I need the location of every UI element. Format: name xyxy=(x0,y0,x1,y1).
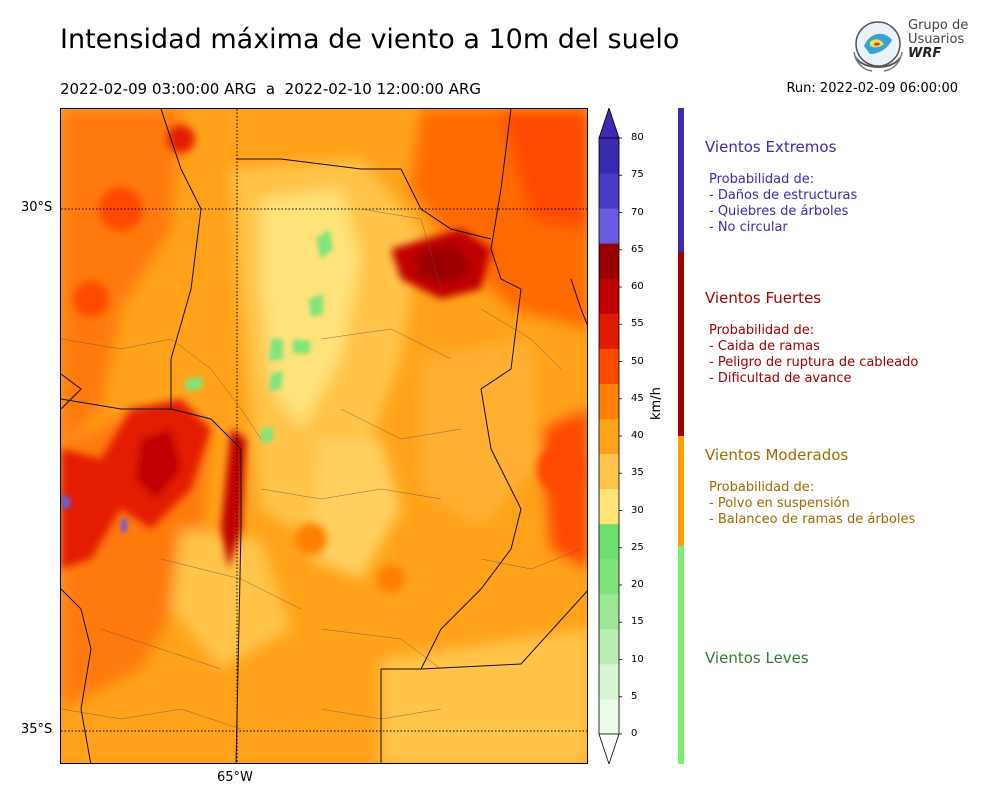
category-title: Vientos Fuertes xyxy=(705,289,822,307)
colorbar-segment xyxy=(599,558,619,595)
colorbar-segment xyxy=(599,278,619,314)
category-color-bar xyxy=(678,108,684,252)
colorbar-scale xyxy=(598,106,622,766)
lat-label-35s: 35°S xyxy=(21,722,53,737)
category-title: Vientos Moderados xyxy=(705,446,849,464)
colorbar-segment xyxy=(599,663,619,700)
category-color-bar xyxy=(678,436,684,546)
colorbar-tick-label: 30 xyxy=(631,504,644,516)
category-description-line: - Dificultad de avance xyxy=(709,371,852,386)
colorbar-overflow-arrow xyxy=(598,106,620,139)
colorbar-tick-label: 20 xyxy=(631,579,644,590)
colorbar-tick-label: 40 xyxy=(631,430,644,441)
wind-map xyxy=(60,108,588,764)
logo-line-3: WRF xyxy=(908,46,942,61)
colorbar-segment xyxy=(599,383,619,419)
colorbar-segment xyxy=(599,488,619,525)
category-description-line: - Daños de estructuras xyxy=(709,188,858,203)
lon-label-65w: 65°W xyxy=(217,770,253,785)
forecast-period: 2022-02-09 03:00:00 ARG a 2022-02-10 12:… xyxy=(60,80,482,98)
category-title: Vientos Leves xyxy=(705,649,809,667)
colorbar-unit: km/h xyxy=(649,387,664,420)
colorbar-segment xyxy=(599,348,619,384)
category-description-line: - Balanceo de ramas de árboles xyxy=(709,512,916,527)
colorbar-tick-label: 35 xyxy=(631,467,644,479)
category-description-line: Probabilidad de: xyxy=(709,323,815,338)
colorbar-tick-label: 60 xyxy=(631,281,644,292)
colorbar-tick-label: 80 xyxy=(631,132,644,143)
wind-field xyxy=(61,109,587,763)
category-description-line: Probabilidad de: xyxy=(709,480,815,495)
logo-line-1: Grupo de xyxy=(908,18,969,33)
colorbar-tick-label: 65 xyxy=(631,243,644,255)
category-description-line: - Quiebres de árboles xyxy=(709,204,849,219)
category-color-bar xyxy=(678,546,684,764)
colorbar-segment xyxy=(599,453,619,490)
colorbar-underflow-arrow xyxy=(598,733,620,766)
colorbar-segment xyxy=(599,523,619,560)
colorbar-segment xyxy=(599,243,619,279)
colorbar-tick-label: 0 xyxy=(631,728,638,739)
colorbar-tick-label: 55 xyxy=(631,318,644,330)
colorbar-segment xyxy=(599,313,619,349)
colorbar-tick-label: 50 xyxy=(631,355,644,367)
colorbar-tick-label: 70 xyxy=(631,206,644,218)
wrf-logo: Grupo de Usuarios WRF xyxy=(850,18,980,74)
category-description-line: - Peligro de ruptura de cableado xyxy=(709,355,919,370)
category-description: Probabilidad de: - Daños de estructuras - … xyxy=(709,172,857,236)
globe-icon xyxy=(853,21,903,72)
colorbar-segment xyxy=(599,208,619,244)
category-title: Vientos Extremos xyxy=(705,138,837,156)
category-description-line: - Polvo en suspensión xyxy=(709,496,850,511)
colorbar-segment xyxy=(599,628,619,665)
colorbar-segment xyxy=(599,173,619,209)
category-description: Probabilidad de: - Caida de ramas - Peligr… xyxy=(709,323,918,387)
colorbar-tick-label: 45 xyxy=(631,392,644,404)
lat-label-30s: 30°S xyxy=(21,200,53,215)
category-description-line: Probabilidad de: xyxy=(709,172,815,187)
colorbar-segment xyxy=(599,593,619,630)
colorbar-tick-label: 10 xyxy=(631,653,644,665)
colorbar xyxy=(598,106,628,766)
category-color-bar xyxy=(678,252,684,436)
colorbar-segment xyxy=(599,698,619,735)
colorbar-tick-label: 5 xyxy=(631,690,638,702)
colorbar-segment xyxy=(599,418,619,455)
run-time: Run: 2022-02-09 06:00:00 xyxy=(786,81,958,96)
chart-title: Intensidad máxima de viento a 10m del su… xyxy=(60,24,680,55)
colorbar-tick-label: 25 xyxy=(631,541,644,553)
colorbar-segment xyxy=(599,138,619,174)
category-description-line: - Caida de ramas xyxy=(709,339,820,354)
colorbar-tick-label: 15 xyxy=(631,616,644,628)
category-description: Probabilidad de: - Polvo en suspensión - B… xyxy=(709,480,915,528)
logo-line-2: Usuarios xyxy=(908,32,965,47)
category-description-line: - No circular xyxy=(709,220,788,235)
colorbar-tick-label: 75 xyxy=(631,169,644,181)
